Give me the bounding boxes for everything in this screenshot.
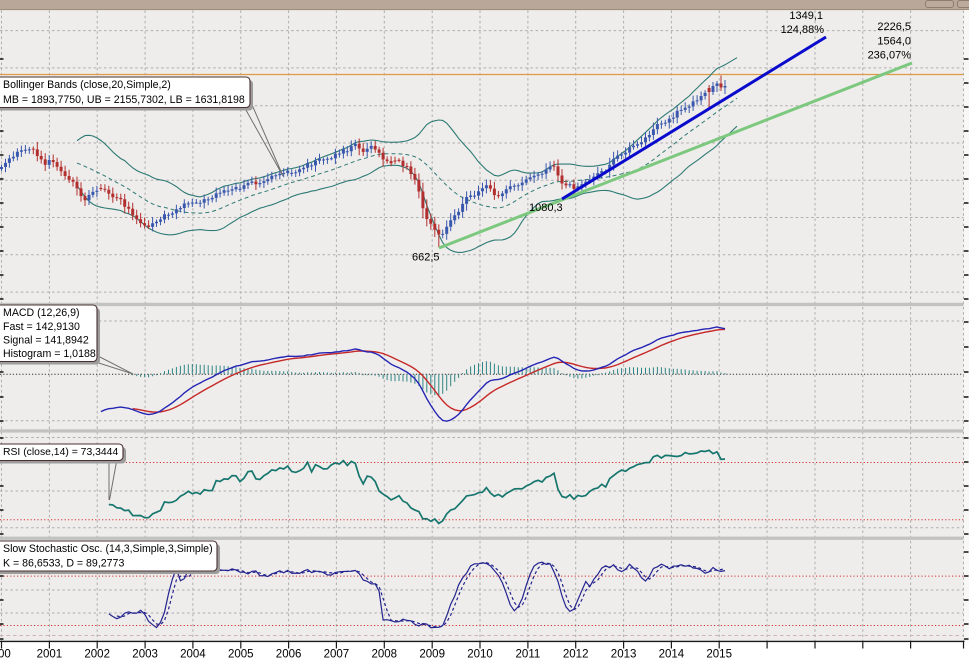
svg-text:MACD (12,26,9): MACD (12,26,9): [3, 307, 80, 319]
svg-text:2007: 2007: [324, 649, 350, 661]
svg-text:2009: 2009: [419, 649, 445, 661]
svg-text:2013: 2013: [611, 649, 637, 661]
svg-text:2226,5: 2226,5: [877, 21, 911, 33]
svg-text:Histogram = 1,0188: Histogram = 1,0188: [3, 348, 96, 360]
svg-text:RSI (close,14) = 73,3444: RSI (close,14) = 73,3444: [3, 447, 118, 458]
svg-text:2011: 2011: [516, 649, 541, 661]
svg-text:236,07%: 236,07%: [868, 50, 912, 62]
svg-text:2014: 2014: [659, 649, 685, 661]
svg-text:2006: 2006: [276, 649, 302, 661]
svg-text:2000: 2000: [0, 649, 11, 661]
svg-text:1349,1: 1349,1: [789, 10, 823, 22]
svg-text:2001: 2001: [37, 649, 63, 661]
svg-text:Slow Stochastic Osc. (14,3,Sim: Slow Stochastic Osc. (14,3,Simple,3,Simp…: [3, 543, 213, 555]
svg-text:2015: 2015: [706, 649, 732, 661]
svg-text:2004: 2004: [180, 649, 206, 661]
svg-text:2008: 2008: [372, 649, 398, 661]
svg-text:2012: 2012: [563, 649, 589, 661]
svg-text:1080,3: 1080,3: [529, 202, 563, 214]
svg-text:Signal = 141,8942: Signal = 141,8942: [3, 334, 89, 346]
svg-text:2003: 2003: [132, 649, 158, 661]
svg-text:2002: 2002: [84, 649, 110, 661]
svg-text:2005: 2005: [228, 649, 254, 661]
svg-text:K = 86,6533, D = 89,2773: K = 86,6533, D = 89,2773: [3, 557, 124, 569]
svg-text:1564,0: 1564,0: [877, 36, 911, 48]
svg-text:124,88%: 124,88%: [781, 24, 825, 36]
svg-text:Fast = 142,9130: Fast = 142,9130: [3, 321, 80, 333]
svg-text:Bollinger Bands (close,20,Simp: Bollinger Bands (close,20,Simple,2): [3, 79, 171, 91]
svg-text:2010: 2010: [467, 649, 493, 661]
svg-text:MB = 1893,7750, UB = 2155,7302: MB = 1893,7750, UB = 2155,7302, LB = 163…: [3, 94, 245, 106]
svg-text:662,5: 662,5: [412, 252, 440, 264]
